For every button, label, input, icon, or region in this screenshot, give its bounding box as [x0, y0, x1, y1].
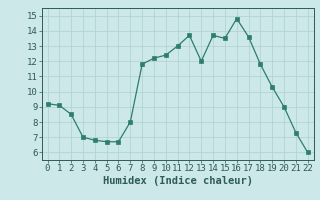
- X-axis label: Humidex (Indice chaleur): Humidex (Indice chaleur): [103, 176, 252, 186]
